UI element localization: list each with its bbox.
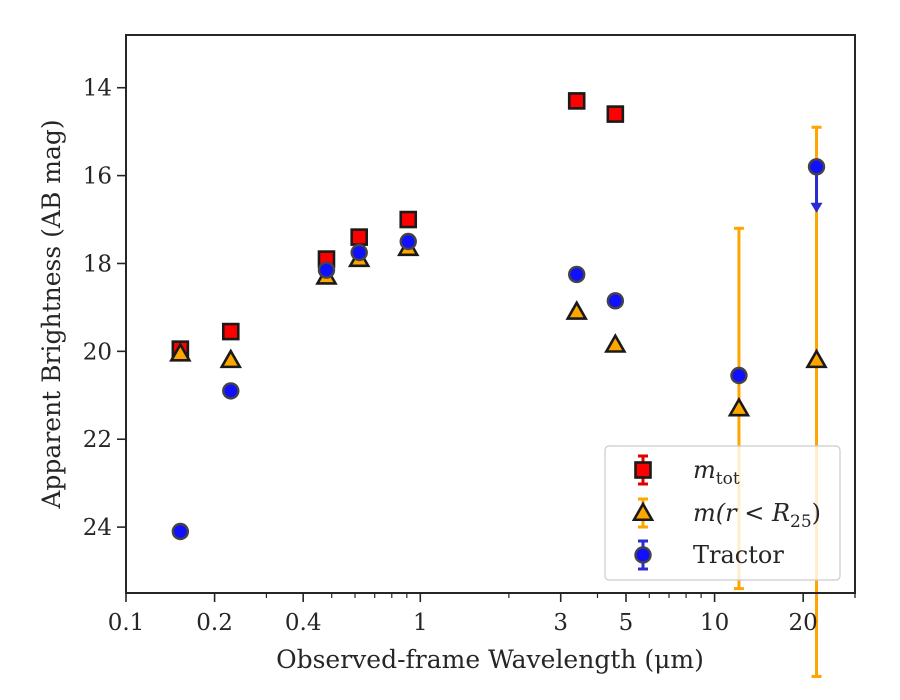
tractor-point — [317, 261, 336, 279]
x-tick-label: 0.1 — [108, 610, 145, 636]
mr25-point — [604, 333, 627, 353]
legend-label: mtot — [693, 456, 740, 489]
y-axis-ticks: 14 16 18 20 22 24 — [83, 76, 126, 541]
legend-label: m(r < R25) — [693, 499, 821, 532]
y-tick-label: 18 — [83, 251, 112, 277]
y-tick-label: 16 — [83, 164, 112, 190]
mr25-point — [169, 341, 192, 362]
y-tick-label: 20 — [83, 339, 112, 365]
mr25-point — [727, 396, 751, 417]
mtot-point — [399, 210, 418, 229]
x-axis-label: Observed-frame Wavelength (μm) — [276, 645, 704, 674]
tractor-point — [399, 232, 417, 251]
mtot-point — [221, 322, 240, 341]
x-tick-label: 10 — [700, 610, 729, 636]
mtot-point — [606, 105, 625, 123]
x-tick-label: 0.4 — [285, 610, 322, 636]
x-axis-ticks: 0.1 0.2 0.4 1 3 5 10 20 — [108, 593, 856, 636]
tractor-point — [222, 382, 240, 400]
legend-frame — [604, 445, 841, 581]
x-tick-label: 0.2 — [196, 610, 233, 636]
x-tick-label: 5 — [619, 610, 634, 636]
tractor-point — [171, 522, 190, 541]
tractor-point — [807, 158, 826, 176]
mtot-point — [350, 228, 368, 246]
legend-marker — [634, 461, 652, 479]
y-tick-label: 24 — [83, 515, 112, 541]
mr25-point — [805, 348, 828, 369]
x-tick-label: 1 — [413, 610, 428, 636]
y-tick-label: 14 — [83, 76, 112, 102]
legend: mtot m(r < R25) Tractor — [604, 445, 841, 581]
tractor-point — [606, 292, 625, 310]
x-tick-label: 3 — [553, 610, 568, 636]
legend-marker — [631, 501, 655, 522]
upper-limit-arrow — [810, 202, 823, 213]
y-tick-label: 22 — [83, 427, 112, 453]
plot-frame — [125, 34, 856, 594]
tractor-point — [350, 243, 368, 262]
tractor-point — [568, 265, 586, 284]
legend-marker — [634, 546, 652, 564]
data-marks — [169, 92, 828, 678]
y-axis-label: Apparent Brightness (AB mag) — [37, 119, 66, 509]
mr25-point — [219, 348, 243, 369]
legend-label: Tractor — [693, 541, 784, 569]
mtot-point — [567, 92, 586, 110]
x-tick-label: 20 — [789, 610, 818, 636]
mr25-point — [565, 300, 588, 320]
tractor-point — [730, 366, 748, 385]
